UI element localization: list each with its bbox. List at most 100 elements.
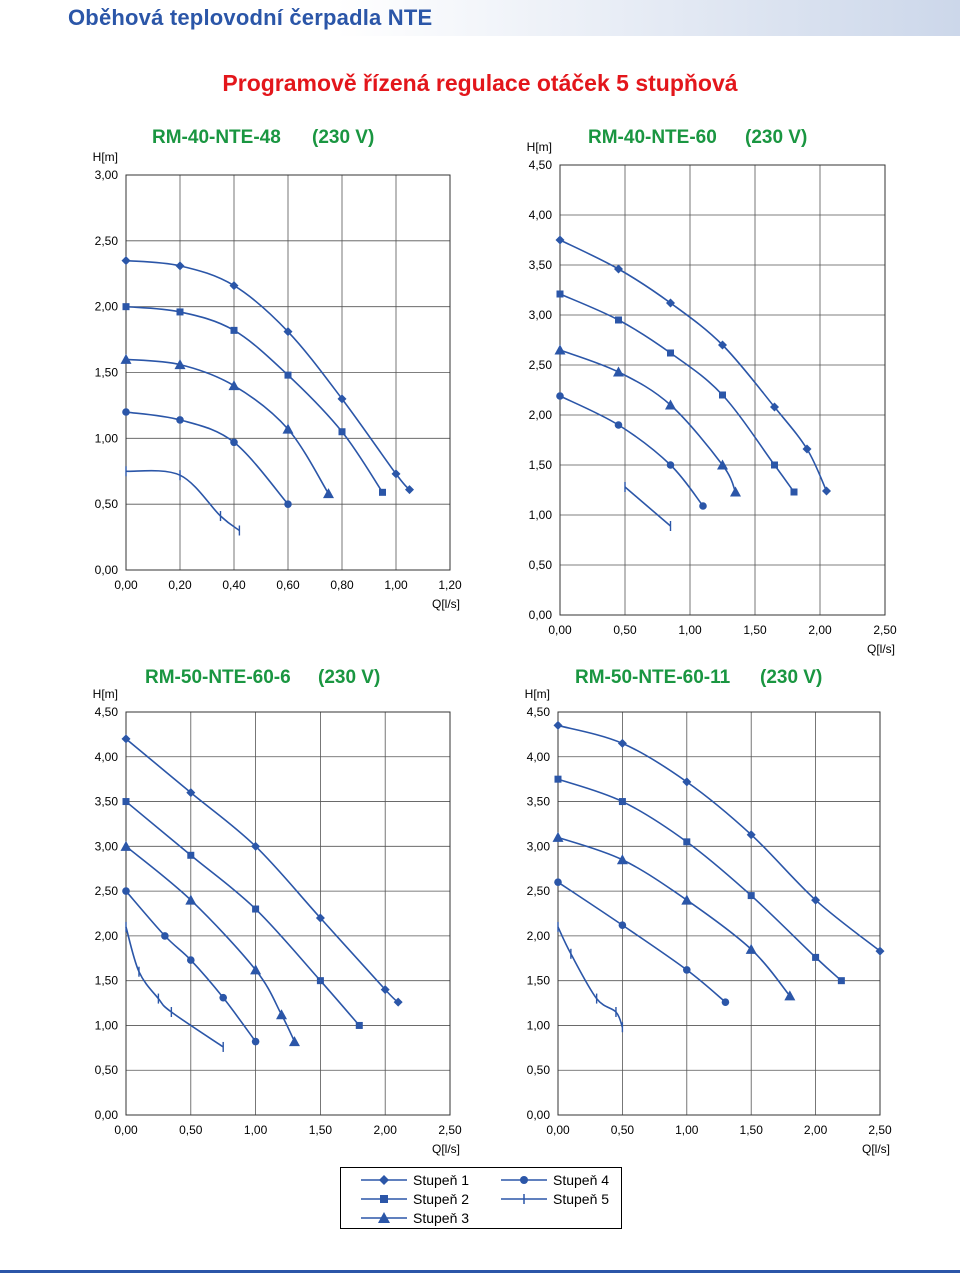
data-point-stupen-2 (771, 461, 778, 469)
x-tick-label: 0,40 (222, 578, 246, 592)
chart-2: RM-40-NTE-60 (230 V) 0,00 0,50 1,00 1,50 2,00 2… (527, 127, 897, 656)
y-tick-label: 3,00 (527, 839, 551, 853)
data-point-stupen-1 (393, 997, 403, 1007)
y-tick-label: 3,50 (527, 795, 551, 809)
x-tick-label: 1,00 (244, 1123, 268, 1137)
data-point-stupen-3 (745, 943, 757, 954)
y-tick-label: 2,50 (95, 234, 119, 248)
data-point-stupen-1 (822, 486, 831, 496)
x-tick-label: 2,00 (808, 623, 832, 637)
x-tick-label: 0,80 (330, 578, 354, 592)
data-point-stupen-4 (554, 878, 562, 886)
data-point-stupen-4 (721, 998, 730, 1006)
legend-label: Stupeň 4 (553, 1172, 610, 1188)
series-line-stupen-3 (125, 845, 296, 1042)
legend-item-stupen-1: Stupeň 1 (361, 1171, 469, 1189)
data-point-stupen-4 (556, 392, 564, 400)
y-tick-label: 1,00 (95, 431, 119, 445)
y-tick-label: 1,50 (527, 974, 551, 988)
series-line-stupen-4 (557, 881, 726, 1003)
triangle-marker-icon (361, 1212, 407, 1223)
series-line-stupen-1 (125, 259, 411, 491)
data-point-stupen-1 (121, 256, 131, 266)
x-tick-label: 0,50 (613, 623, 637, 637)
data-point-stupen-2 (230, 326, 238, 334)
data-point-stupen-3 (288, 1036, 300, 1047)
x-tick-label: 1,50 (740, 1123, 764, 1137)
x-tick-label: 0,00 (548, 623, 572, 637)
y-axis-label: H[m] (93, 687, 118, 701)
x-tick-label: 0,00 (114, 578, 138, 592)
y-axis-label: H[m] (93, 150, 118, 164)
data-point-stupen-4 (683, 966, 691, 974)
y-tick-label: 4,00 (529, 208, 553, 222)
plot-frame (125, 711, 451, 1116)
data-point-stupen-1 (175, 261, 185, 271)
data-point-stupen-4 (219, 993, 227, 1002)
x-axis-label: Q[l/s] (862, 1142, 890, 1156)
data-point-stupen-3 (616, 854, 628, 865)
data-point-stupen-1 (875, 946, 885, 956)
legend-label: Stupeň 1 (413, 1172, 470, 1188)
y-tick-label: 1,50 (529, 458, 553, 472)
data-point-stupen-2 (176, 308, 184, 316)
data-point-stupen-2 (554, 775, 562, 783)
x-tick-label: 2,50 (868, 1123, 892, 1137)
series-line-stupen-2 (559, 293, 795, 493)
legend-item-stupen-3: Stupeň 3 (361, 1209, 469, 1227)
data-point-stupen-1 (553, 720, 563, 730)
y-tick-label: 3,00 (529, 308, 553, 322)
data-point-stupen-1 (229, 281, 239, 291)
data-point-stupen-3 (120, 840, 132, 851)
data-point-stupen-2 (122, 303, 130, 311)
data-point-stupen-3 (250, 964, 262, 975)
data-point-stupen-2 (187, 851, 195, 859)
data-point-stupen-3 (665, 399, 676, 410)
series-line-stupen-4 (125, 411, 289, 505)
series-line-stupen-5 (557, 926, 624, 1028)
data-point-stupen-2 (316, 977, 324, 985)
y-tick-label: 2,00 (529, 408, 553, 422)
y-tick-label: 1,00 (529, 508, 553, 522)
x-tick-label: 1,00 (675, 1123, 699, 1137)
x-tick-label: 0,50 (179, 1123, 203, 1137)
data-point-stupen-3 (282, 423, 294, 434)
chart-4: RM-50-NTE-60-11 (230 V) 0,00 0,50 1,00 1,50 2,… (525, 667, 892, 1156)
data-point-stupen-3 (228, 380, 240, 391)
data-point-stupen-3 (552, 831, 564, 842)
x-tick-label: 0,60 (276, 578, 300, 592)
data-point-stupen-2 (747, 892, 755, 900)
legend-item-stupen-4: Stupeň 4 (501, 1171, 609, 1189)
x-tick-label: 1,20 (438, 578, 462, 592)
x-tick-label: 0,00 (546, 1123, 570, 1137)
data-point-stupen-1 (666, 298, 675, 308)
chart-voltage: (230 V) (760, 667, 822, 688)
y-tick-label: 0,00 (95, 1108, 119, 1122)
plot-frame (557, 711, 881, 1116)
data-point-stupen-4 (161, 932, 169, 940)
data-point-stupen-2 (615, 316, 622, 324)
data-point-stupen-4 (618, 921, 627, 929)
data-point-stupen-1 (614, 264, 623, 274)
data-point-stupen-1 (682, 777, 692, 787)
y-tick-label: 0,00 (527, 1108, 551, 1122)
data-point-stupen-3 (730, 486, 741, 497)
data-point-stupen-2 (837, 977, 845, 985)
legend-item-stupen-2: Stupeň 2 (361, 1190, 469, 1208)
data-point-stupen-1 (405, 485, 414, 495)
chart-1: RM-40-NTE-48 (230 V) 0,00 0,20 0,40 0,60 0,80 1… (93, 127, 462, 611)
data-point-stupen-1 (555, 235, 565, 245)
y-tick-label: 1,00 (95, 1018, 119, 1032)
data-point-stupen-2 (812, 953, 820, 961)
data-point-stupen-1 (251, 841, 261, 851)
x-axis-label: Q[l/s] (867, 642, 895, 656)
series-line-stupen-3 (557, 836, 791, 997)
data-point-stupen-2 (618, 798, 626, 806)
y-tick-label: 3,00 (95, 839, 119, 853)
chart-title: RM-40-NTE-48 (152, 127, 281, 148)
series-line-stupen-3 (559, 349, 737, 493)
bottom-rule (0, 1270, 960, 1273)
y-tick-label: 2,50 (527, 884, 551, 898)
legend: Stupeň 1 Stupeň 2 Stupeň 3 Stupeň 4 Stup… (340, 1167, 622, 1229)
page-title: Oběhová teplovodní čerpadla NTE (0, 0, 960, 36)
